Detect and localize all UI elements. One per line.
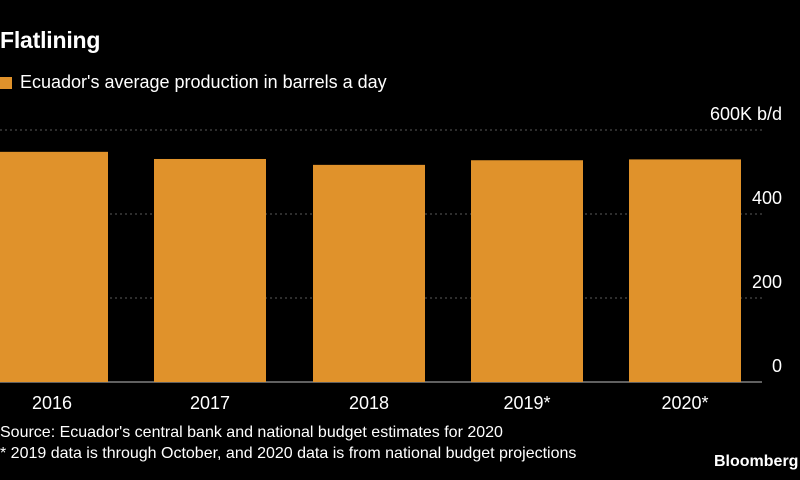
y-tick-labels: 0 200 400 600K b/d [710,104,782,376]
x-tick-label: 2018 [349,393,389,413]
x-tick-label: 2016 [32,393,72,413]
bar-2019 [471,160,583,382]
x-tick-label: 2017 [190,393,230,413]
x-tick-label: 2020* [661,393,708,413]
legend-label: Ecuador's average production in barrels … [20,72,387,92]
data-footnote: * 2019 data is through October, and 2020… [0,445,577,462]
bar-2018 [313,164,425,382]
legend-swatch [0,76,12,89]
chart-title: Flatlining [0,27,101,53]
bar-chart: 0 200 400 600K b/d 2016 2017 2018 2019* 2020* [0,104,782,413]
y-tick-label: 0 [772,356,782,376]
bars [0,151,741,382]
x-tick-labels: 2016 2017 2018 2019* 2020* [32,393,709,413]
bar-2020 [629,159,741,382]
y-tick-label: 400 [752,188,782,208]
source-note: Source: Ecuador's central bank and natio… [0,424,503,441]
y-tick-label: 600K b/d [710,104,782,124]
bloomberg-logo: Bloomberg [714,453,799,470]
bar-2017 [154,158,266,382]
bar-2016 [0,151,108,382]
y-tick-label: 200 [752,272,782,292]
x-tick-label: 2019* [503,393,550,413]
legend: Ecuador's average production in barrels … [0,72,387,93]
